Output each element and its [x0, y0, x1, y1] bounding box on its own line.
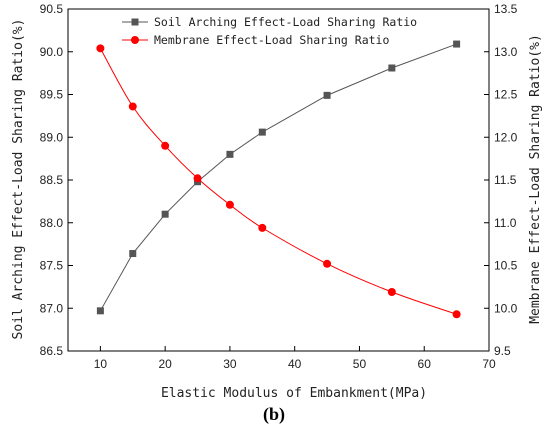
series-line-1 — [99, 43, 457, 312]
data-point-circle — [258, 223, 267, 232]
right-y-tick-label: 11.5 — [494, 173, 517, 187]
left-y-tick-label: 90.5 — [40, 2, 64, 16]
data-point-circle — [323, 259, 332, 268]
data-point-circle — [225, 200, 234, 209]
data-point-square — [226, 150, 234, 158]
left-y-axis-title: Soil Arching Effect-Load Sharing Ratio(%… — [11, 19, 26, 340]
data-point-circle — [193, 174, 202, 183]
right-y-tick-label: 12.0 — [494, 130, 518, 144]
data-point-square — [323, 91, 331, 99]
right-y-tick-label: 11.0 — [494, 216, 517, 230]
data-point-square — [96, 307, 104, 315]
plot-border — [67, 8, 490, 352]
data-point-circle — [452, 310, 461, 319]
left-y-tick-label: 87.0 — [40, 301, 64, 315]
legend-marker-circle — [131, 36, 139, 44]
series-line-2 — [99, 48, 457, 315]
x-tick-label: 30 — [223, 357, 237, 371]
right-y-axis: 9.5 10.0 10.5 11.0 11.5 12.0 12.5 13.0 13.5 — [484, 2, 518, 358]
x-tick-label: 20 — [158, 357, 172, 371]
left-y-tick-label: 89.5 — [40, 88, 64, 102]
right-y-tick-label: 9.5 — [494, 344, 511, 358]
left-y-tick-label: 89.0 — [40, 130, 64, 144]
left-y-tick-label: 88.0 — [40, 216, 64, 230]
data-point-square — [453, 40, 461, 48]
x-tick-label: 40 — [288, 357, 302, 371]
data-point-circle — [128, 102, 137, 111]
data-point-square — [388, 64, 396, 72]
left-y-axis: 86.5 87.0 87.5 88.0 88.5 89.0 89.5 90.0 90.5 — [40, 2, 73, 358]
right-y-axis-title: Membrane Effect-Load Sharing Ratio(%) — [528, 34, 543, 324]
left-y-tick-label: 90.0 — [40, 45, 64, 59]
x-tick-label: 70 — [482, 357, 496, 371]
right-y-tick-label: 10.0 — [494, 301, 518, 315]
series-layer — [96, 40, 461, 319]
legend-label: Membrane Effect-Load Sharing Ratio — [154, 33, 389, 47]
legend-marker-square — [131, 18, 139, 26]
plot-frame — [67, 8, 490, 352]
right-y-tick-label: 12.5 — [494, 88, 518, 102]
right-y-tick-label: 10.5 — [494, 259, 518, 273]
x-tick-label: 50 — [353, 357, 367, 371]
data-point-square — [258, 128, 266, 136]
x-tick-label: 10 — [94, 357, 108, 371]
x-axis: 10 20 30 40 50 60 70 — [94, 346, 496, 371]
data-point-circle — [96, 44, 105, 53]
data-point-square — [161, 210, 169, 218]
right-y-tick-label: 13.0 — [494, 45, 518, 59]
left-y-tick-label: 88.5 — [40, 173, 64, 187]
x-axis-title: Elastic Modulus of Embankment(MPa) — [161, 386, 427, 401]
data-point-square — [129, 250, 137, 258]
right-y-tick-label: 13.5 — [494, 2, 518, 16]
legend-label: Soil Arching Effect-Load Sharing Ratio — [154, 15, 417, 29]
data-point-circle — [161, 141, 170, 150]
left-y-tick-label: 86.5 — [40, 344, 64, 358]
panel-label: (b) — [263, 404, 285, 425]
left-y-tick-label: 87.5 — [40, 259, 64, 273]
legend: Soil Arching Effect-Load Sharing Ratio Me… — [122, 15, 417, 47]
data-point-circle — [387, 288, 396, 297]
x-tick-label: 60 — [418, 357, 432, 371]
